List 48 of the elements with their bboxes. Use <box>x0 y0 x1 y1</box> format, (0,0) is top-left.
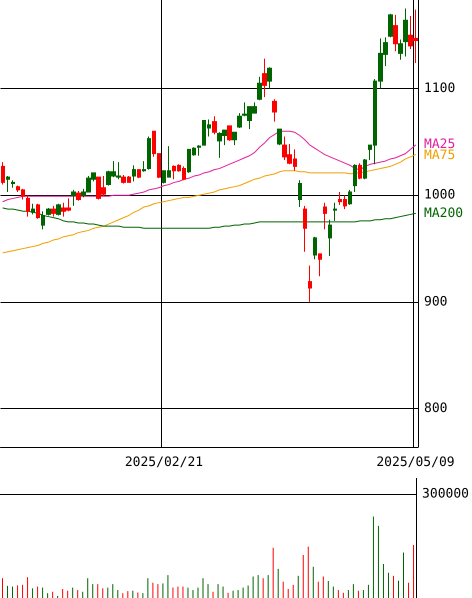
candlestick <box>353 164 357 193</box>
y-tick-label: 900 <box>424 294 448 310</box>
line-series <box>2 130 416 202</box>
candlestick <box>257 76 262 101</box>
candlestick <box>398 38 403 60</box>
candlestick <box>403 8 408 58</box>
candlestick <box>132 164 136 182</box>
candlestick <box>197 144 201 156</box>
candlestick <box>1 162 5 186</box>
candlestick <box>318 253 322 277</box>
candlestick <box>76 190 81 202</box>
x-tick-label: 2025/05/09 <box>376 455 455 470</box>
candlestick <box>388 13 393 38</box>
candlestick <box>303 205 307 252</box>
candlestick <box>6 176 10 193</box>
candlestick <box>277 128 282 146</box>
candlestick <box>363 158 367 180</box>
candlestick <box>147 136 151 170</box>
y-tick-label: 1100 <box>424 81 456 96</box>
candlestick <box>393 14 398 52</box>
x-tick-label: 2025/02/21 <box>124 455 204 470</box>
candlestick <box>348 189 352 206</box>
candlestick <box>137 169 141 179</box>
candlestick <box>227 125 232 142</box>
candlestick <box>313 236 317 260</box>
candlestick <box>71 189 76 206</box>
candlestick <box>26 194 30 218</box>
candlestick <box>237 112 242 129</box>
candlestick <box>298 180 302 208</box>
y-tick-label: 800 <box>424 401 448 416</box>
candlestick <box>232 132 237 146</box>
candlestick <box>142 160 146 172</box>
line-series <box>2 154 416 254</box>
candlestick <box>11 180 15 188</box>
candlestick <box>267 66 272 90</box>
candlestick <box>308 265 312 302</box>
candlestick <box>358 162 362 180</box>
candlestick <box>262 58 267 98</box>
candlestick <box>272 98 277 122</box>
series-label: MA75 <box>424 148 456 163</box>
y-tick-label: 1000 <box>424 188 456 203</box>
candlestick <box>36 203 40 220</box>
candlestick <box>56 203 61 216</box>
series-label: MA200 <box>424 206 464 221</box>
candlestick <box>51 205 56 218</box>
y-tick-label: 300000 <box>422 486 470 502</box>
candlestick <box>323 202 327 230</box>
candlestick <box>212 116 217 135</box>
